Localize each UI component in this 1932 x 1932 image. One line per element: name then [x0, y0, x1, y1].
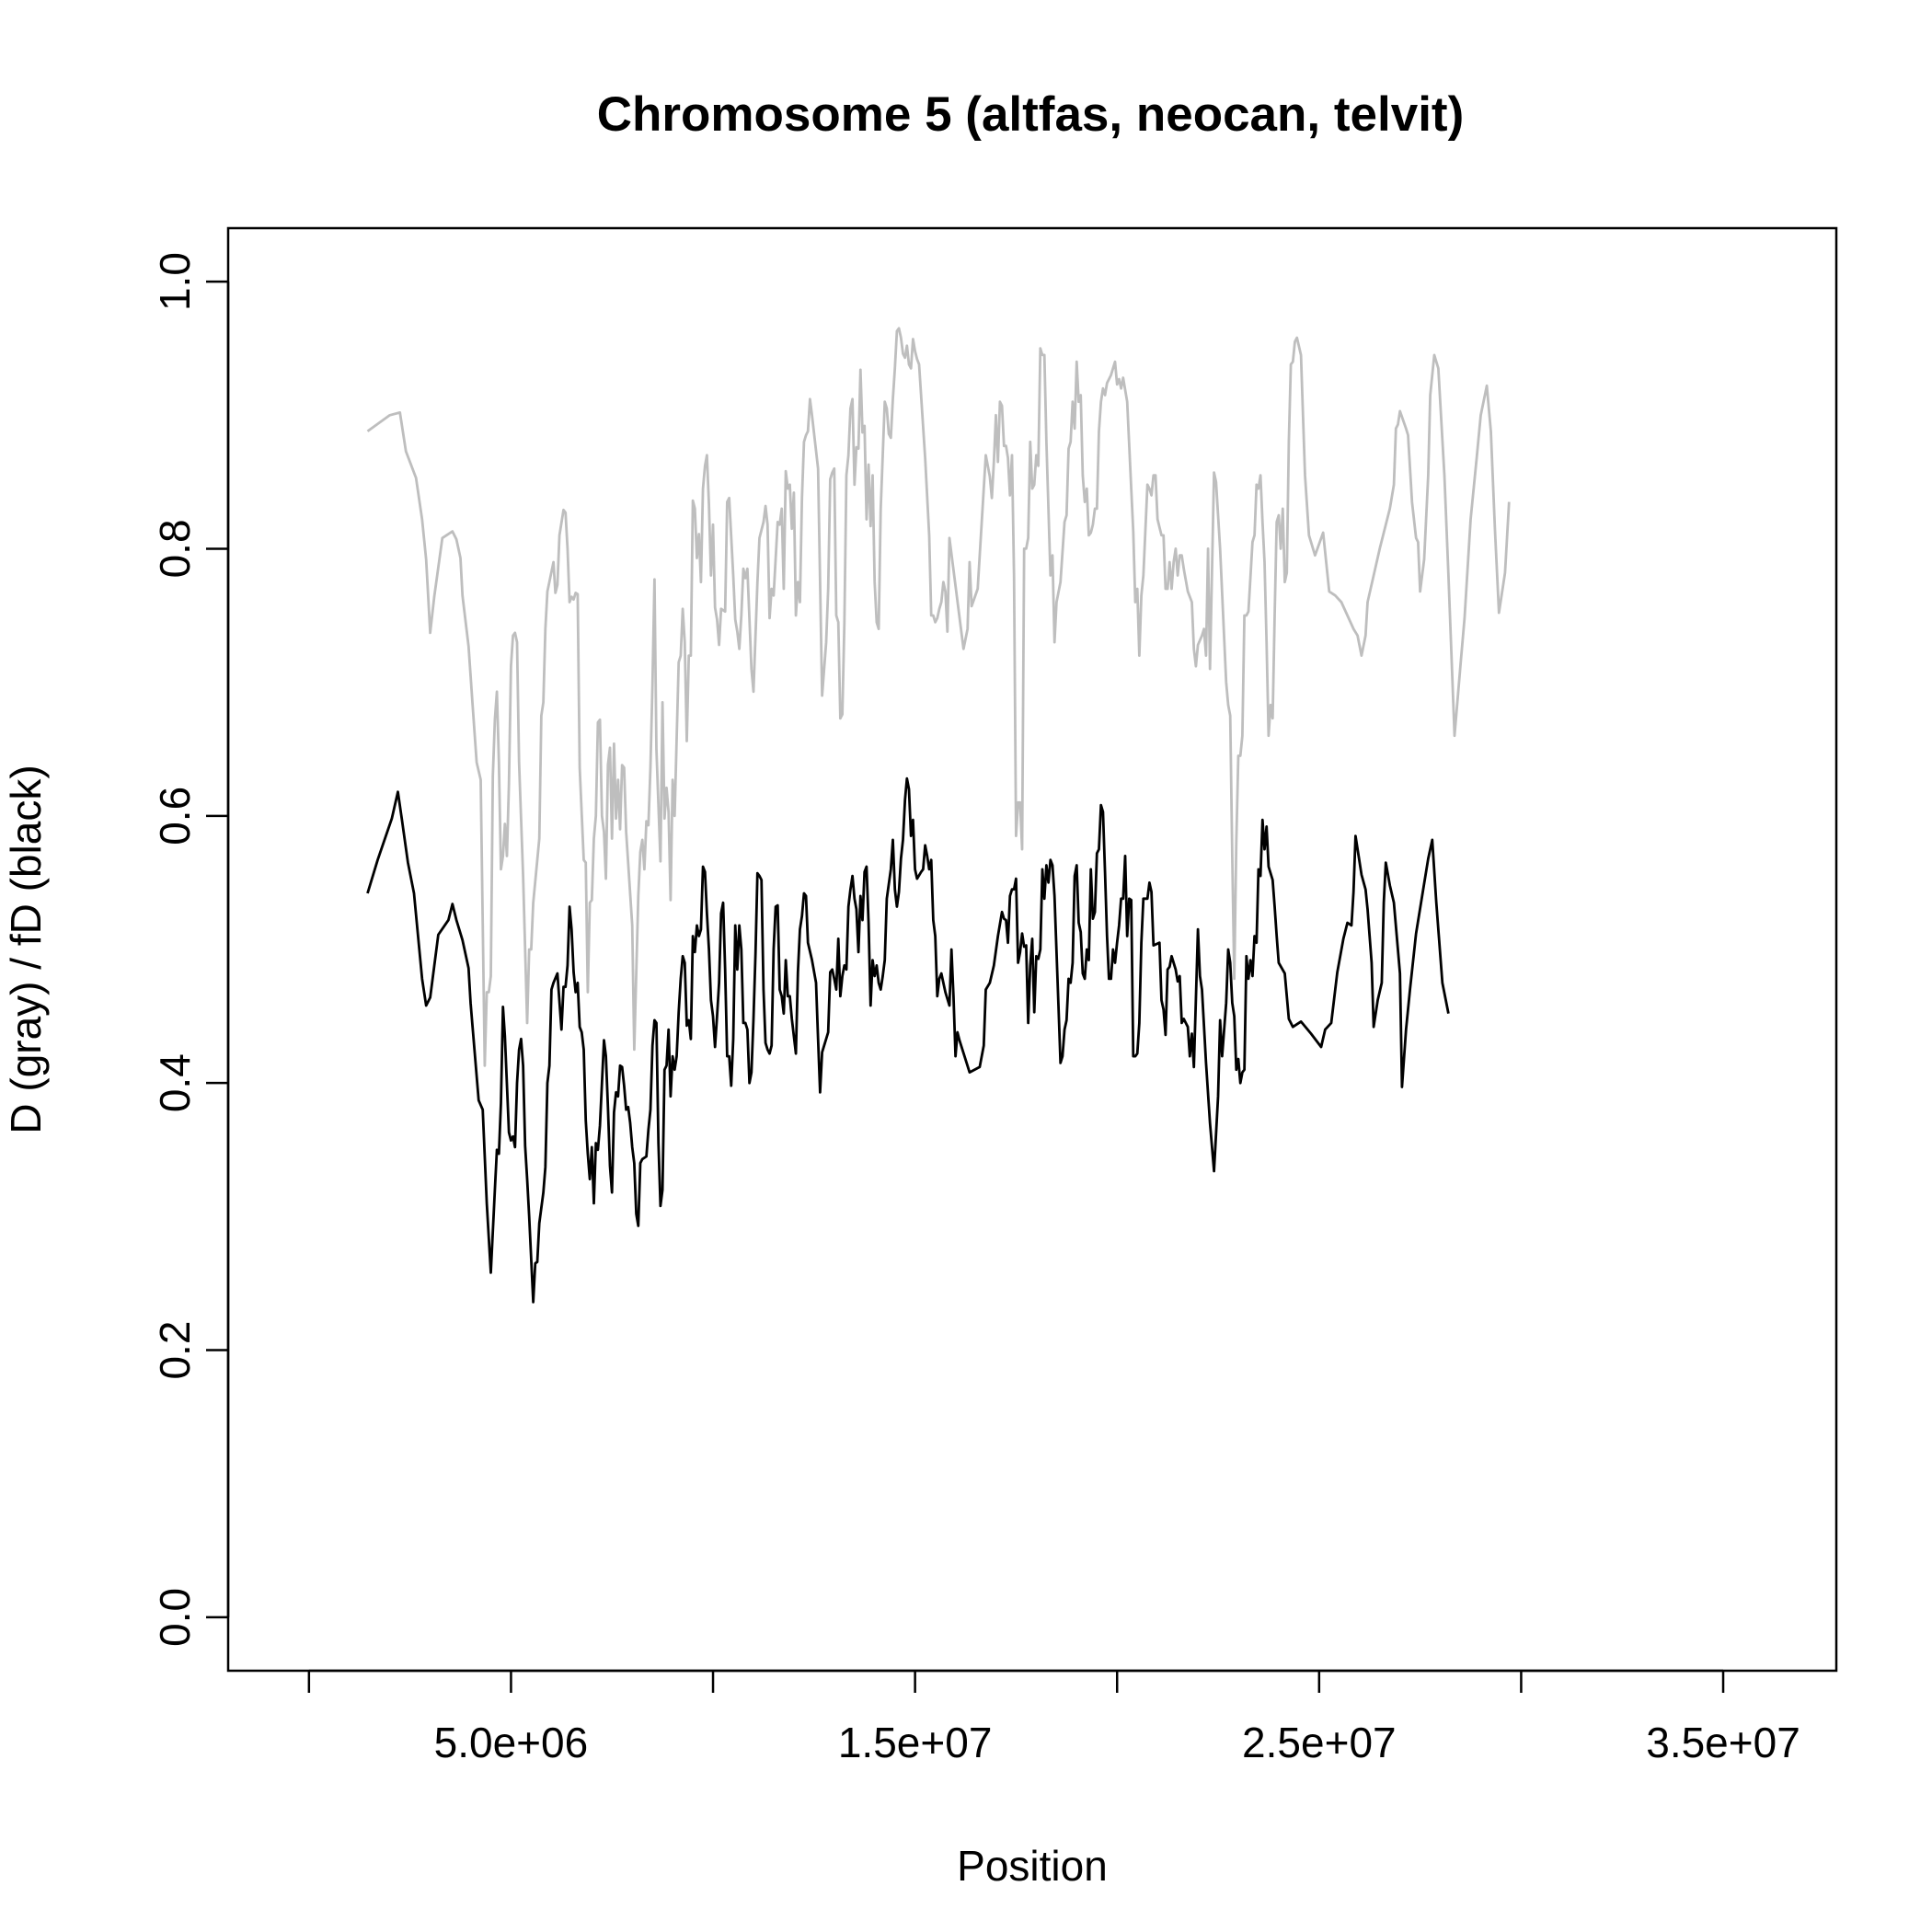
y-tick-label-1: 0.2 — [151, 1321, 199, 1380]
x-axis: 5.0e+06 1.5e+07 2.5e+07 3.5e+07 — [307, 1669, 1800, 1766]
y-tick-label-2: 0.4 — [151, 1053, 199, 1112]
x-tick-label-2: 2.5e+07 — [1242, 1719, 1397, 1766]
chart-title: Chromosome 5 (altfas, neocan, telvit) — [597, 87, 1464, 142]
x-tick-label-3: 3.5e+07 — [1646, 1719, 1800, 1766]
x-tick-label-0: 5.0e+06 — [434, 1719, 589, 1766]
y-tick-label-5: 1.0 — [151, 252, 199, 311]
y-axis-label: D (gray) / fD (black) — [2, 765, 50, 1133]
series-d-line — [366, 327, 1511, 1067]
series-layer — [366, 327, 1511, 1304]
y-tick-label-0: 0.0 — [151, 1588, 199, 1647]
y-tick-label-3: 0.6 — [151, 787, 199, 845]
x-axis-label: Position — [957, 1842, 1108, 1890]
x-tick-label-1: 1.5e+07 — [838, 1719, 993, 1766]
y-axis: 0.0 0.2 0.4 0.6 0.8 1.0 — [151, 252, 230, 1647]
y-tick-label-4: 0.8 — [151, 519, 199, 578]
series-fd-line — [366, 776, 1450, 1304]
